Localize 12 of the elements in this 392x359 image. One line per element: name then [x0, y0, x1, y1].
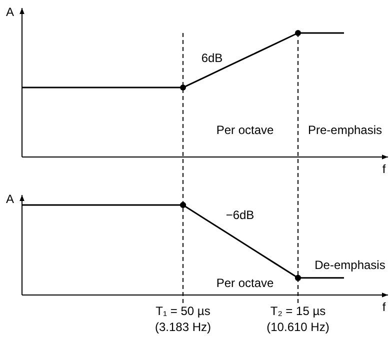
annotation: Per octave	[216, 276, 274, 290]
annotation: Pre-emphasis	[308, 123, 382, 137]
x-tick-label: T₂ = 15 µs (10.610 Hz)	[266, 304, 330, 334]
x-axis-title: f	[382, 300, 386, 314]
annotation: −6dB	[226, 208, 254, 222]
annotation: De-emphasis	[314, 258, 386, 272]
x-axis-title: f	[382, 162, 386, 176]
y-axis-title: A	[6, 5, 14, 19]
y-axis-title: A	[6, 192, 14, 206]
x-tick-label: T₁ = 50 µs (3.183 Hz)	[154, 304, 212, 334]
annotation: Per octave	[216, 123, 274, 137]
annotation: 6dB	[201, 51, 223, 65]
